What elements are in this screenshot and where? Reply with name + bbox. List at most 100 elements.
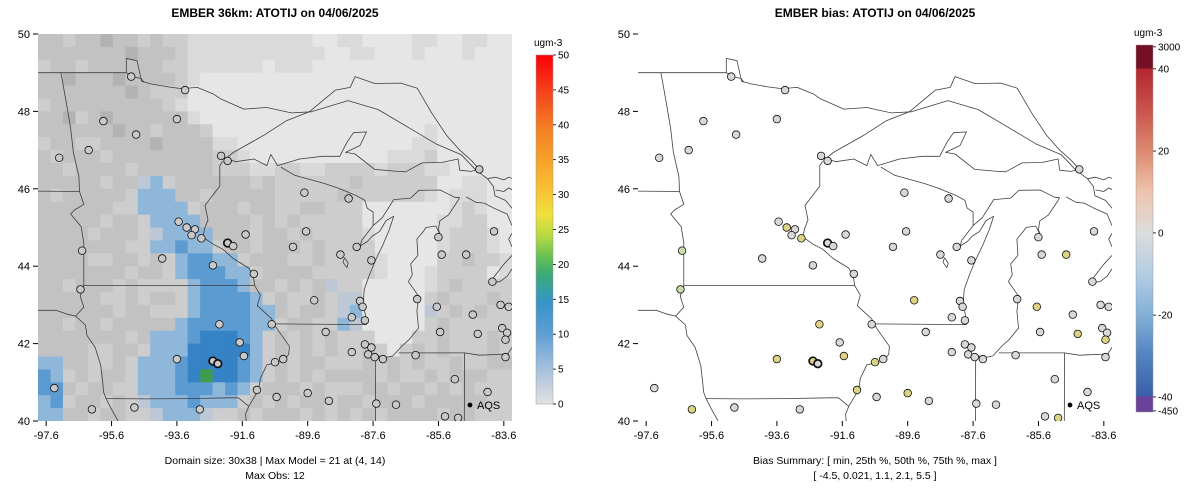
raster-cell xyxy=(412,395,426,409)
raster-cell xyxy=(187,369,201,383)
raster-cell xyxy=(262,59,276,74)
obs-site-marker xyxy=(795,405,804,414)
raster-cell xyxy=(162,72,176,86)
raster-cell xyxy=(112,111,126,125)
raster-cell xyxy=(374,266,388,280)
raster-cell xyxy=(125,34,139,48)
raster-cell xyxy=(399,356,413,370)
state-border-line xyxy=(60,72,85,286)
raster-cell xyxy=(100,253,114,267)
raster-cell xyxy=(250,369,263,383)
colorbar-gradient xyxy=(1135,44,1154,413)
obs-site-marker xyxy=(249,269,258,279)
raster-cell xyxy=(437,343,451,357)
state-border-line xyxy=(1095,187,1112,192)
raster-cell xyxy=(387,163,401,177)
raster-cell xyxy=(225,343,238,357)
obs-site-marker xyxy=(835,338,844,347)
raster-cell xyxy=(237,304,251,319)
raster-cell xyxy=(187,111,201,125)
raster-cell xyxy=(362,59,376,74)
raster-cell xyxy=(162,201,176,215)
raster-cell xyxy=(237,163,251,177)
raster-cell xyxy=(125,98,139,112)
raster-cell xyxy=(449,72,463,86)
raster-cell xyxy=(449,201,463,215)
raster-cell xyxy=(299,356,313,370)
raster-cell xyxy=(324,188,338,203)
raster-cell xyxy=(112,266,126,280)
obs-site-marker xyxy=(372,399,381,408)
raster-cell xyxy=(87,253,101,267)
raster-cell xyxy=(349,279,363,293)
raster-cell xyxy=(424,330,438,344)
raster-cell xyxy=(399,304,413,319)
raster-cell xyxy=(62,188,76,203)
raster-cell xyxy=(412,266,426,280)
raster-cell xyxy=(449,279,463,293)
state-border-line xyxy=(911,100,1112,209)
obs-site-marker xyxy=(267,320,276,329)
raster-cell xyxy=(112,356,126,370)
raster-cell xyxy=(50,304,64,319)
raster-cell xyxy=(462,343,475,357)
raster-cell xyxy=(349,395,363,409)
x-tick-label: -85.6 xyxy=(1026,430,1051,442)
raster-cell xyxy=(387,59,401,74)
colorbar-tick-label: 25 xyxy=(558,225,570,236)
raster-cell xyxy=(87,124,101,138)
raster-cell xyxy=(424,163,438,177)
raster-cell xyxy=(437,292,451,306)
raster-cell xyxy=(100,137,114,151)
raster-cell xyxy=(75,317,89,332)
raster-cell xyxy=(474,240,488,254)
raster-cell xyxy=(462,369,475,383)
colorbar-title: ugm-3 xyxy=(534,38,563,49)
raster-cell xyxy=(337,214,351,228)
raster-cell xyxy=(349,46,363,61)
raster-cell xyxy=(349,382,363,396)
raster-cell xyxy=(337,279,351,293)
obs-site-marker xyxy=(197,234,206,243)
x-tick-label: -91.6 xyxy=(830,430,855,442)
raster-cell xyxy=(287,150,301,164)
raster-cell xyxy=(75,227,89,241)
raster-cell xyxy=(75,124,89,138)
raster-cell xyxy=(100,227,114,241)
raster-cell xyxy=(287,292,301,306)
raster-cell xyxy=(474,395,488,409)
obs-site-marker xyxy=(972,399,981,408)
obs-site-marker xyxy=(182,223,191,232)
raster-cell xyxy=(75,46,89,61)
raster-cell xyxy=(38,330,51,344)
x-tick-label: -93.6 xyxy=(164,430,189,442)
raster-cell xyxy=(387,188,401,203)
raster-cell xyxy=(337,98,351,112)
state-border-line xyxy=(638,309,676,317)
raster-cell xyxy=(50,279,64,293)
raster-cell xyxy=(100,292,114,306)
obs-site-marker xyxy=(687,405,697,414)
raster-cell xyxy=(62,85,76,99)
obs-site-marker xyxy=(208,261,218,270)
raster-cell xyxy=(287,408,301,421)
state-border-line xyxy=(375,197,461,359)
raster-cell xyxy=(412,408,426,421)
raster-cell xyxy=(38,382,51,396)
raster-cell xyxy=(324,279,338,293)
raster-cell xyxy=(38,369,51,383)
raster-cell xyxy=(312,214,326,228)
raster-cell xyxy=(250,188,263,203)
raster-cell xyxy=(337,240,351,254)
raster-cell xyxy=(399,150,413,164)
raster-cell xyxy=(200,72,214,86)
raster-cell xyxy=(462,356,475,370)
raster-cell xyxy=(299,34,313,48)
raster-cell xyxy=(38,266,51,280)
raster-cell xyxy=(412,34,426,48)
raster-cell xyxy=(250,240,263,254)
raster-cell xyxy=(337,395,351,409)
raster-cell xyxy=(150,214,164,228)
raster-cell xyxy=(75,59,89,74)
